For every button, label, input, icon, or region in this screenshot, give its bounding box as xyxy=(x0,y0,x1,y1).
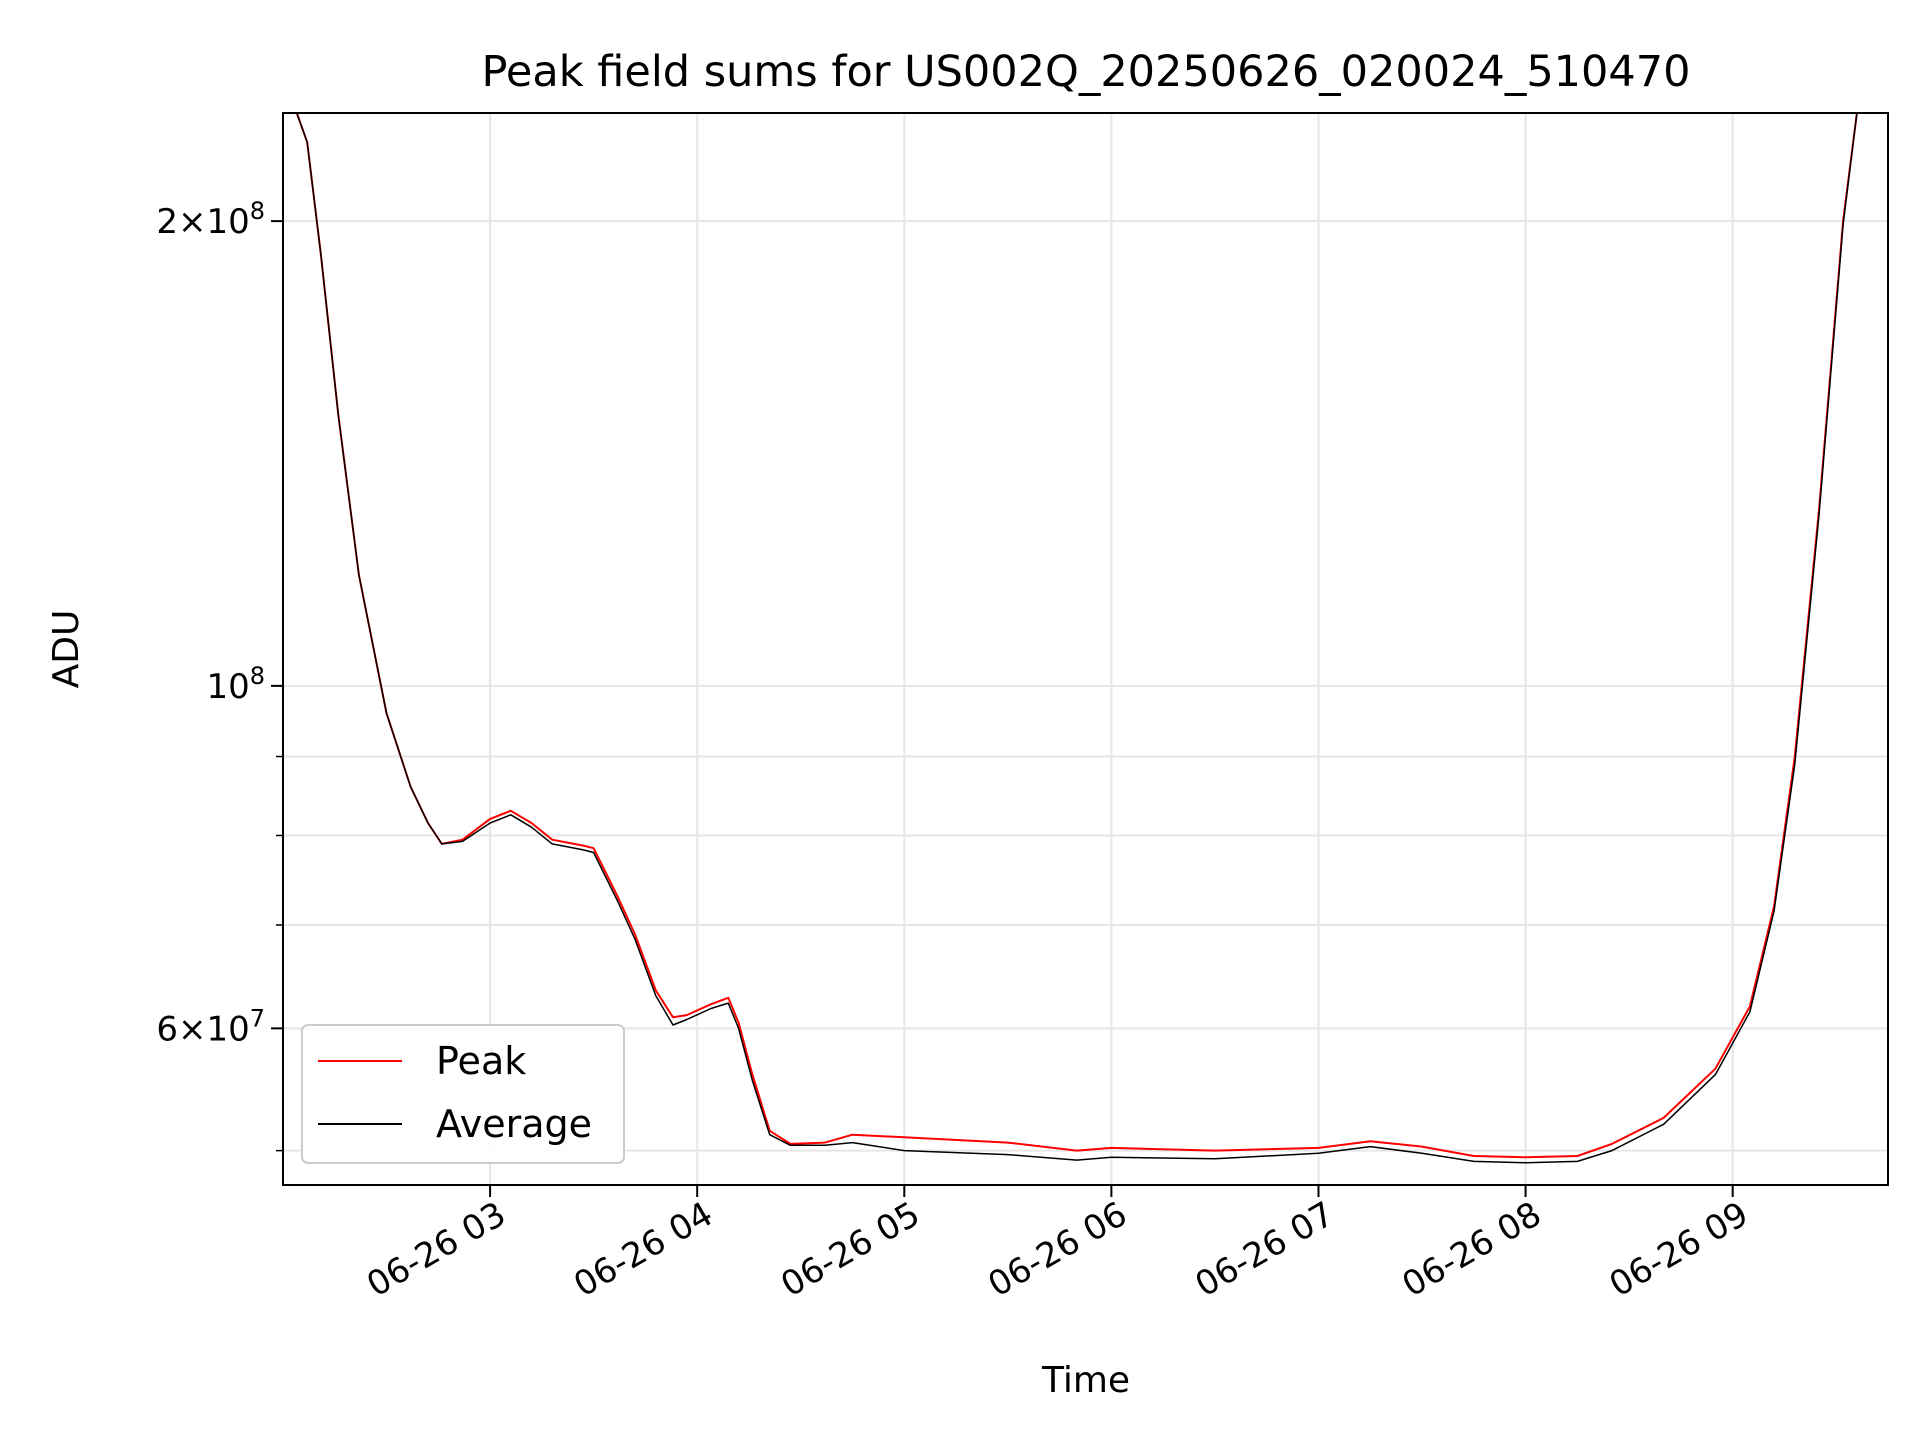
y-tick-label: 2×108 xyxy=(156,197,265,242)
chart-title: Peak field sums for US002Q_20250626_0200… xyxy=(482,47,1691,97)
legend: Peak Average xyxy=(301,1024,625,1164)
y-tick-label: 6×107 xyxy=(156,1004,265,1049)
series-layer xyxy=(283,112,1888,1164)
series-line-average xyxy=(283,112,1888,1164)
legend-peak-label: Peak xyxy=(436,1039,526,1083)
plot-frame xyxy=(282,112,1889,1186)
legend-box xyxy=(301,1024,625,1164)
y-tick-label: 108 xyxy=(206,662,265,707)
x-axis-title: Time xyxy=(1041,1360,1130,1401)
legend-average-label: Average xyxy=(436,1102,592,1146)
y-axis-title: ADU xyxy=(46,610,87,689)
